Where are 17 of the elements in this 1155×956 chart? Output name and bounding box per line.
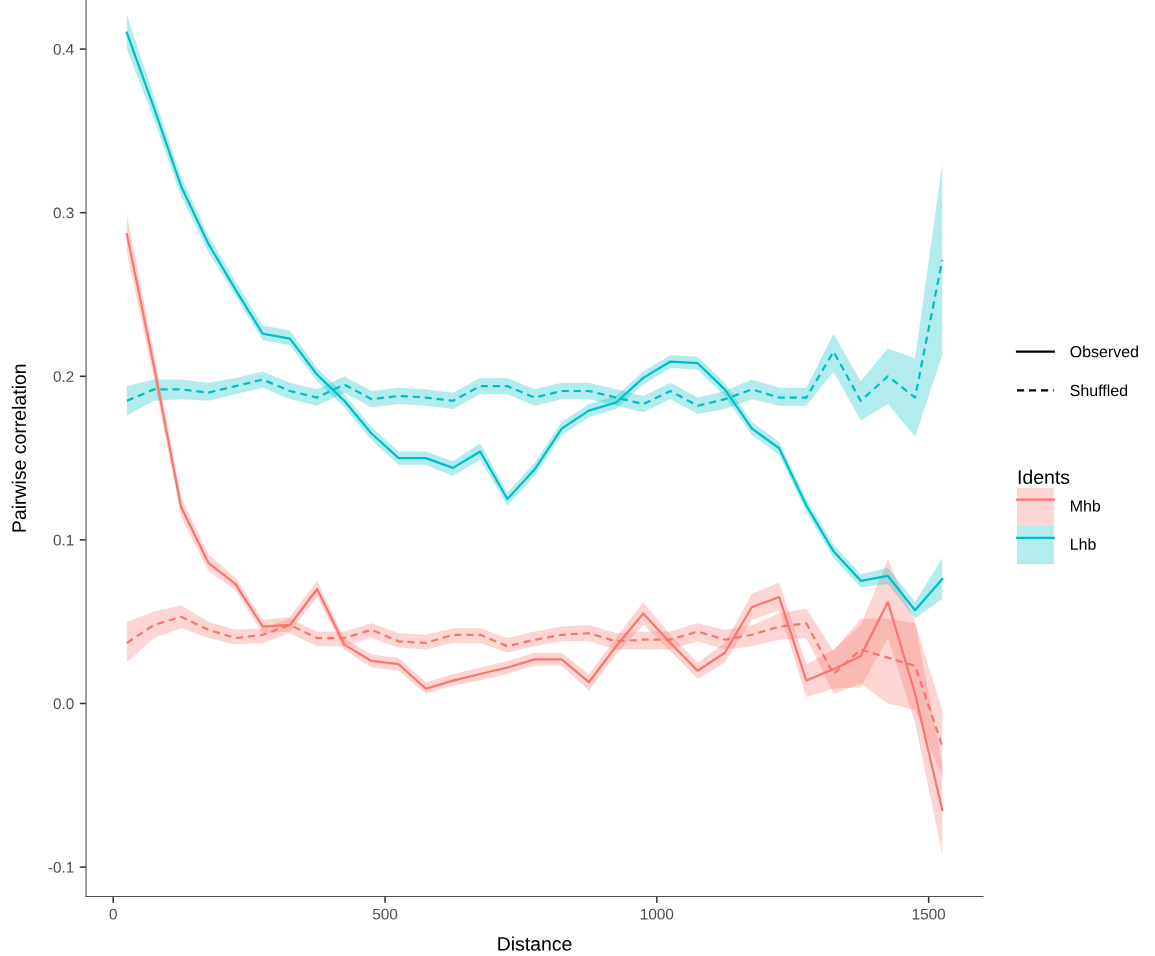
y-tick-label: 0.1 [53, 534, 74, 546]
text: Observed [1070, 345, 1138, 358]
x-tick-label: 500 [372, 908, 398, 920]
x-tick-label: 1500 [912, 908, 946, 920]
y-axis-title: Pairwise correlation [11, 364, 27, 532]
text: Shuffled [1070, 384, 1128, 397]
legend-label: Mhb [1071, 499, 1101, 512]
y-tick-label: 0.2 [53, 371, 74, 382]
y-tick-label: 0.4 [53, 43, 74, 55]
legend-title: Idents [1018, 469, 1070, 485]
y-tick-label: -0.1 [48, 861, 74, 873]
legend-label: Lhb [1071, 538, 1096, 550]
y-tick-label: 0.0 [53, 698, 74, 710]
x-axis-title: Distance [498, 936, 572, 951]
y-tick-label: 0.3 [53, 207, 74, 219]
x-tick-label: 0 [109, 908, 117, 920]
x-tick-label: 1000 [641, 908, 674, 920]
